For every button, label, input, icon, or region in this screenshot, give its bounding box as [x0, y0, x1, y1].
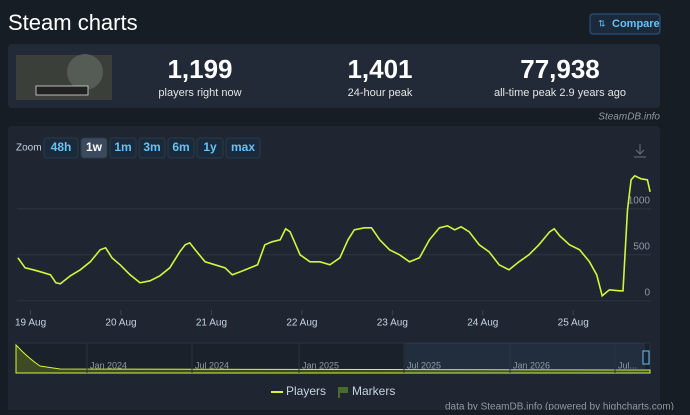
stat-value: 77,938 — [520, 54, 600, 84]
stat-value: 1,199 — [167, 54, 232, 84]
navigator-series — [15, 343, 651, 374]
thumb-logo — [35, 85, 89, 96]
zoom-button-label[interactable]: 3m — [143, 140, 160, 154]
stat-label: all-time peak 2.9 years ago — [494, 87, 626, 99]
zoom-button-label[interactable]: 1m — [114, 140, 131, 154]
legend-label[interactable]: Markers — [352, 384, 395, 398]
zoom-button[interactable] — [43, 137, 79, 159]
stats-card — [8, 44, 660, 108]
navigator-label: Jul 2024 — [195, 360, 229, 370]
navigator — [15, 342, 651, 374]
y-tick-label: 0 — [644, 287, 650, 298]
zoom-button-label[interactable]: 1y — [203, 140, 217, 154]
navigator-label: Jan 2026 — [513, 360, 550, 370]
compare-icon: ⇅ — [598, 18, 606, 28]
thumb-art — [67, 54, 103, 90]
x-tick-label: 21 Aug — [196, 318, 227, 329]
stat-label: 24-hour peak — [348, 87, 413, 99]
navigator-label: Jul... — [618, 360, 637, 370]
zoom-button-label[interactable]: 48h — [51, 140, 72, 154]
navigator-label: Jan 2024 — [90, 360, 127, 370]
navigator-label: Jan 2025 — [302, 360, 339, 370]
navigator-label: Jul 2025 — [407, 360, 441, 370]
zoom-button[interactable] — [80, 137, 108, 159]
stat-value: 1,401 — [347, 54, 412, 84]
x-tick-label: 20 Aug — [105, 318, 136, 329]
navigator-handle[interactable] — [642, 350, 650, 365]
download-icon[interactable] — [634, 144, 646, 158]
compare-button[interactable] — [589, 13, 661, 35]
zoom-button-label[interactable]: max — [231, 140, 255, 154]
zoom-button[interactable] — [167, 137, 195, 159]
x-tick-label: 24 Aug — [467, 318, 498, 329]
x-tick-label: 19 Aug — [15, 318, 46, 329]
x-tick-label: 25 Aug — [558, 318, 589, 329]
x-tick-label: 23 Aug — [377, 318, 408, 329]
compare-label[interactable]: Compare — [612, 18, 660, 30]
y-tick-label: 500 — [633, 241, 650, 252]
zoom-button[interactable] — [109, 137, 137, 159]
legend-marker-icon — [338, 387, 348, 398]
y-tick-label: 1000 — [628, 195, 651, 206]
zoom-button[interactable] — [225, 137, 261, 159]
zoom-button-label[interactable]: 1w — [86, 140, 103, 154]
source: SteamDB.info — [598, 112, 660, 123]
navigator-window[interactable] — [405, 343, 645, 373]
zoom-button-label[interactable]: 6m — [172, 140, 189, 154]
series-line — [17, 174, 651, 298]
credits: data by SteamDB.info (powered by highcha… — [445, 402, 674, 410]
stat-label: players right now — [158, 87, 241, 99]
zoom-button[interactable] — [138, 137, 166, 159]
x-tick-label: 22 Aug — [286, 318, 317, 329]
page-title: Steam charts — [8, 10, 138, 35]
legend-label[interactable]: Players — [286, 384, 326, 398]
zoom-button[interactable] — [196, 137, 224, 159]
zoom-label: Zoom — [16, 143, 42, 154]
